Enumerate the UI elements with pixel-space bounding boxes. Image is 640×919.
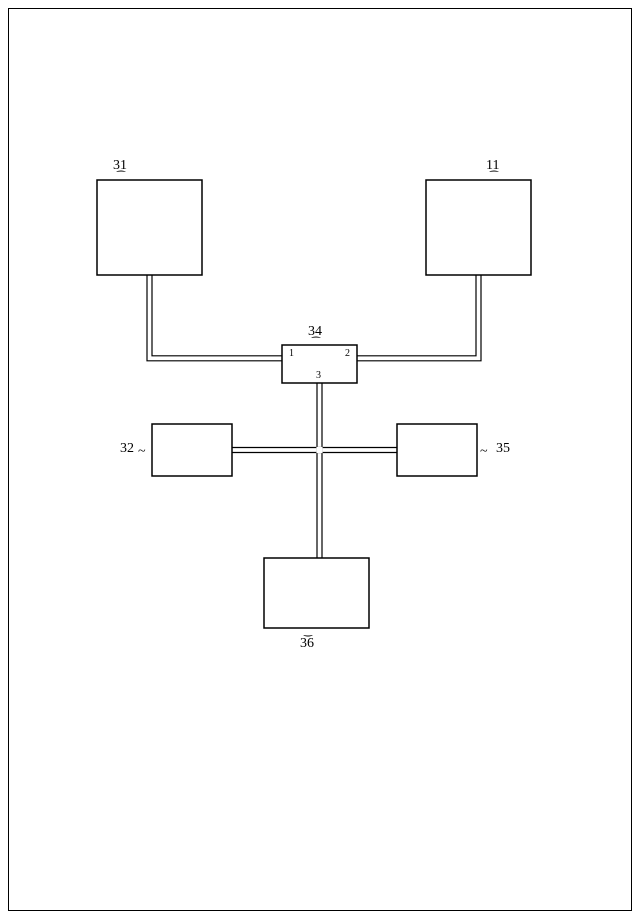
leader-31: ⁀ xyxy=(117,173,125,183)
leader-36: ‿ xyxy=(304,627,312,637)
port-1: 1 xyxy=(289,348,294,359)
label-35: 35 xyxy=(496,441,510,457)
diagram-svg xyxy=(0,0,640,919)
leader-11: ⁀ xyxy=(490,173,498,183)
dash-35: ~ xyxy=(480,444,488,460)
leader-34: ⁀ xyxy=(312,339,320,349)
port-3: 3 xyxy=(316,370,321,381)
port-2: 2 xyxy=(345,348,350,359)
label-32: 32 xyxy=(120,441,134,457)
dash-32: ~ xyxy=(138,444,146,460)
label-36: 36 xyxy=(300,636,314,652)
